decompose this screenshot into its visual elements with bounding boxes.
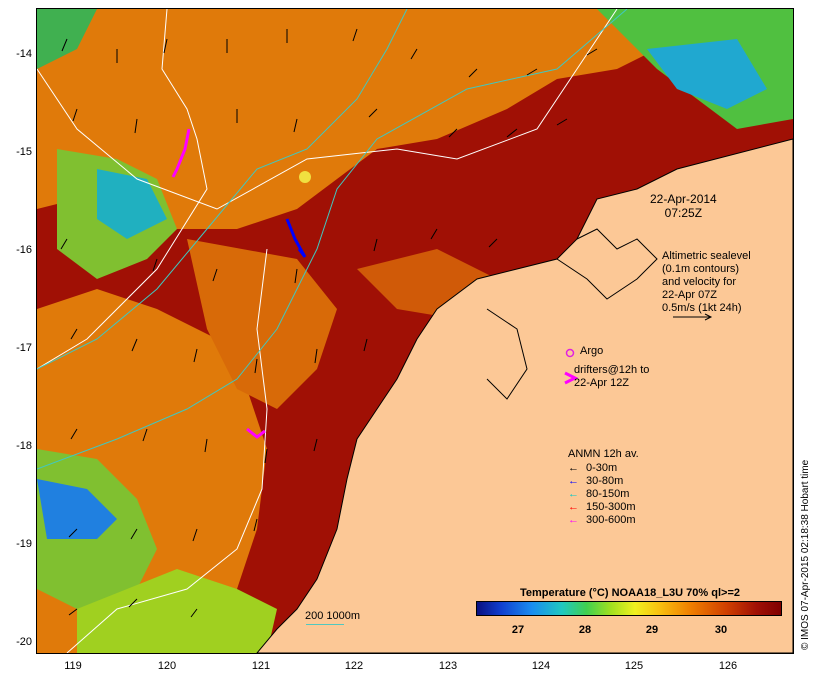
anmn-legend-label: 30-80m bbox=[586, 475, 624, 487]
colorbar-tick: 28 bbox=[578, 624, 592, 636]
map-frame[interactable] bbox=[36, 8, 794, 654]
sst-orange-center bbox=[187, 239, 337, 409]
arrow-left-icon: ← bbox=[568, 475, 579, 487]
sst-map bbox=[37, 9, 793, 653]
anmn-legend-label: 0-30m bbox=[586, 462, 618, 474]
colorbar-tick: 29 bbox=[645, 624, 659, 636]
drifters-label: drifters@12h to 22-Apr 12Z bbox=[574, 364, 649, 390]
lat-tick: -18 bbox=[16, 440, 32, 452]
lon-tick: 122 bbox=[344, 660, 364, 672]
credit-text: © IMOS 07-Apr-2015 02:18:38 Hobart time bbox=[800, 459, 811, 650]
altimetry-line: and velocity for bbox=[662, 276, 736, 288]
colorbar-tick: 30 bbox=[714, 624, 728, 636]
lon-tick: 126 bbox=[718, 660, 738, 672]
arrow-left-icon: ← bbox=[568, 514, 579, 526]
sst-orange-north bbox=[37, 9, 657, 229]
altimetry-contour bbox=[37, 9, 618, 210]
drifter-track-blue bbox=[285, 218, 307, 258]
lon-tick: 125 bbox=[624, 660, 644, 672]
king-sound bbox=[486, 308, 528, 400]
sst-cool-southwest-2 bbox=[37, 479, 117, 539]
lat-tick: -19 bbox=[16, 538, 32, 550]
lat-tick: -20 bbox=[16, 636, 32, 648]
lat-tick: -15 bbox=[16, 146, 32, 158]
sst-cool-northeast-2 bbox=[647, 39, 767, 109]
time-text: 07:25Z bbox=[664, 206, 703, 220]
lat-tick: -16 bbox=[16, 244, 32, 256]
anmn-legend-item: ← 80-150m bbox=[568, 488, 629, 501]
lon-tick: 124 bbox=[531, 660, 551, 672]
lon-tick: 121 bbox=[251, 660, 271, 672]
lat-tick: -17 bbox=[16, 342, 32, 354]
drifter-track-magenta bbox=[246, 427, 266, 439]
anmn-legend-item: ← 150-300m bbox=[568, 501, 636, 514]
land-mass bbox=[256, 138, 793, 653]
isobath-line bbox=[37, 9, 408, 370]
colorbar-title: Temperature (°C) NOAA18_L3U 70% ql>=2 bbox=[520, 587, 740, 599]
altimetry-line: (0.1m contours) bbox=[662, 263, 740, 275]
argo-label: Argo bbox=[580, 345, 604, 357]
anmn-legend-item: ← 30-80m bbox=[568, 475, 623, 488]
colorbar bbox=[476, 601, 782, 616]
isobath-scale-label: 200 1000m bbox=[305, 610, 361, 622]
altimetry-note: Altimetric sealevel (0.1m contours) and … bbox=[662, 250, 782, 315]
altimetry-line: 22-Apr 07Z bbox=[662, 289, 718, 301]
drifter-track-magenta bbox=[171, 128, 191, 178]
date-text: 22-Apr-2014 bbox=[650, 192, 717, 206]
anmn-legend-label: 150-300m bbox=[586, 501, 636, 513]
lon-tick: 123 bbox=[438, 660, 458, 672]
anmn-legend-item: ← 300-600m bbox=[568, 514, 636, 527]
arrow-left-icon: ← bbox=[568, 462, 579, 474]
sst-cool-south bbox=[77, 569, 277, 653]
altimetry-contour bbox=[37, 9, 208, 370]
kimberley-coast bbox=[556, 228, 658, 300]
arrow-left-icon: ← bbox=[568, 488, 579, 500]
argo-marker bbox=[565, 348, 575, 358]
date-label: 22-Apr-2014 07:25Z bbox=[650, 192, 717, 220]
drifters-line: 22-Apr 12Z bbox=[574, 377, 630, 389]
anmn-legend-item: ← 0-30m bbox=[568, 462, 617, 475]
altimetry-line: Altimetric sealevel bbox=[662, 250, 751, 262]
altimetry-contour bbox=[66, 248, 268, 653]
velocity-arrows bbox=[60, 28, 598, 618]
altimetry-scale-arrow bbox=[673, 313, 713, 321]
arrow-left-icon: ← bbox=[568, 501, 579, 513]
isobath-scale-line bbox=[306, 624, 344, 625]
lon-tick: 120 bbox=[157, 660, 177, 672]
anmn-legend-label: 80-150m bbox=[586, 488, 630, 500]
colorbar-tick: 27 bbox=[511, 624, 525, 636]
isobath-line bbox=[37, 9, 628, 470]
anmn-legend-title: ANMN 12h av. bbox=[568, 448, 639, 460]
sst-cool-west-2 bbox=[97, 169, 167, 239]
drifter-marker-yellow bbox=[299, 171, 311, 183]
lon-tick: 119 bbox=[64, 660, 82, 672]
drifter-legend-arrow bbox=[564, 371, 579, 385]
anmn-legend-label: 300-600m bbox=[586, 514, 636, 526]
altimetry-line: 0.5m/s (1kt 24h) bbox=[662, 302, 742, 314]
lat-tick: -14 bbox=[16, 48, 32, 60]
drifters-line: drifters@12h to bbox=[574, 364, 650, 376]
